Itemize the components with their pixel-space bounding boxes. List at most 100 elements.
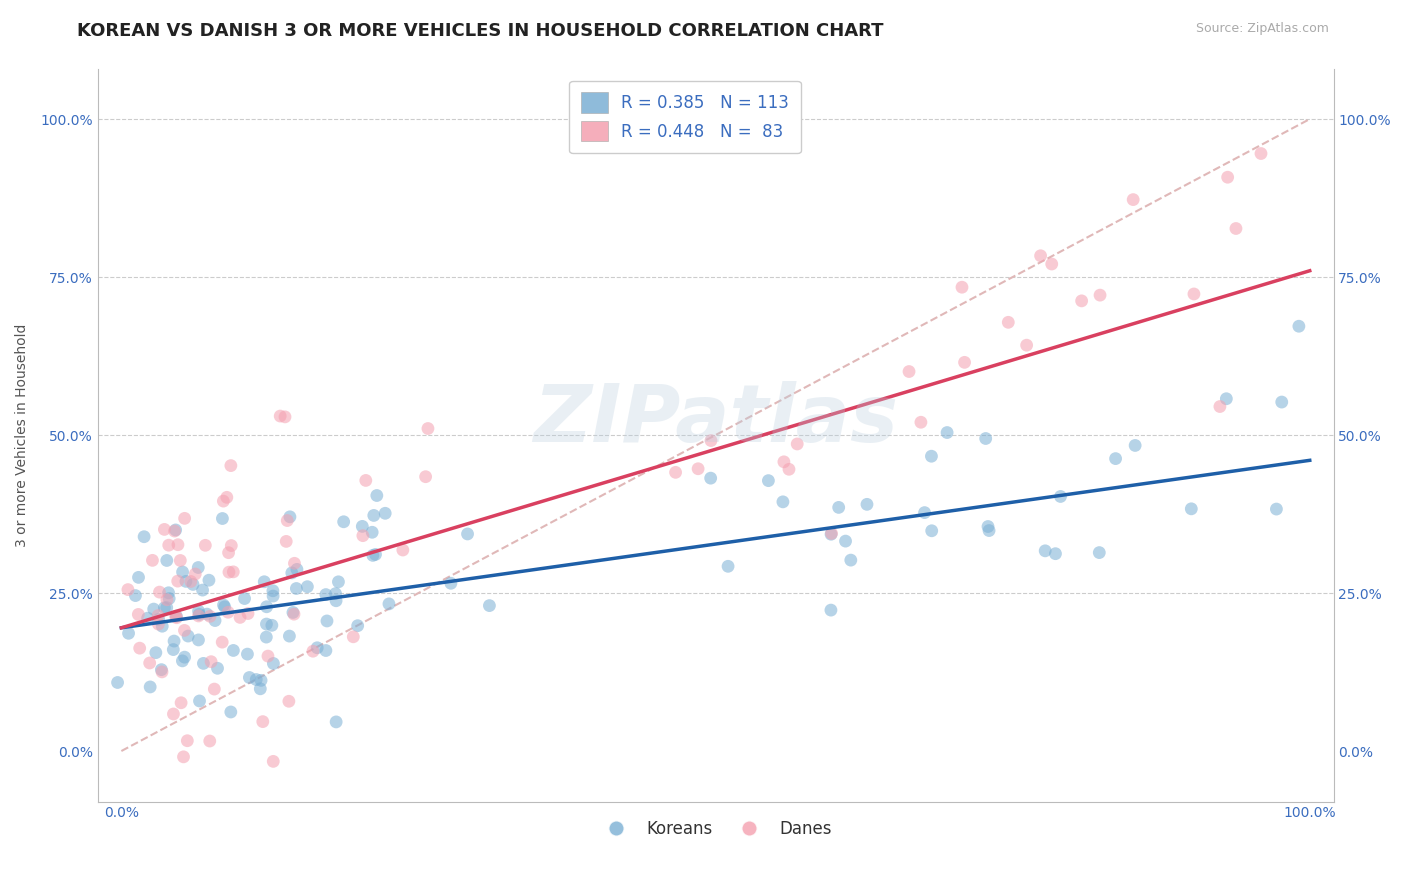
Point [188, 607, 211, 622]
Point [325, 593, 347, 607]
Point [184, 566, 207, 581]
Point [361, 549, 384, 563]
Point [307, 640, 329, 655]
Point [163, 524, 186, 538]
Point [1180, 501, 1202, 516]
Point [198, 609, 221, 624]
Point [276, 534, 298, 549]
Point [215, 491, 238, 505]
Point [219, 705, 242, 719]
Point [328, 574, 350, 589]
Point [148, 585, 170, 599]
Point [352, 529, 374, 543]
Point [1215, 392, 1237, 406]
Point [238, 671, 260, 685]
Point [717, 559, 740, 574]
Point [325, 714, 347, 729]
Point [181, 577, 204, 591]
Point [198, 573, 221, 587]
Point [173, 624, 195, 638]
Point [315, 588, 337, 602]
Point [132, 530, 155, 544]
Point [354, 474, 377, 488]
Text: ZIPatlas: ZIPatlas [533, 382, 898, 459]
Point [281, 566, 304, 580]
Point [1045, 547, 1067, 561]
Point [142, 602, 165, 616]
Point [157, 591, 180, 606]
Point [325, 587, 347, 601]
Point [254, 630, 277, 644]
Point [828, 500, 851, 515]
Point [1209, 400, 1232, 414]
Point [141, 553, 163, 567]
Point [1040, 257, 1063, 271]
Point [285, 582, 308, 596]
Point [229, 610, 252, 624]
Point [262, 755, 284, 769]
Point [1104, 451, 1126, 466]
Point [150, 663, 173, 677]
Y-axis label: 3 or more Vehicles in Household: 3 or more Vehicles in Household [15, 324, 30, 547]
Point [688, 462, 710, 476]
Point [172, 565, 194, 579]
Text: Source: ZipAtlas.com: Source: ZipAtlas.com [1195, 22, 1329, 36]
Point [156, 553, 179, 567]
Point [285, 562, 308, 576]
Point [187, 604, 209, 618]
Point [440, 576, 463, 591]
Point [478, 599, 501, 613]
Point [416, 421, 439, 435]
Point [218, 565, 240, 579]
Point [257, 649, 280, 664]
Point [174, 574, 197, 589]
Point [315, 643, 337, 657]
Point [910, 415, 932, 429]
Point [153, 600, 176, 615]
Point [187, 632, 209, 647]
Point [1088, 545, 1111, 559]
Point [193, 657, 215, 671]
Point [276, 514, 298, 528]
Point [1033, 544, 1056, 558]
Point [145, 646, 167, 660]
Point [921, 524, 943, 538]
Point [1123, 438, 1146, 452]
Point [204, 614, 226, 628]
Point [277, 694, 299, 708]
Point [278, 629, 301, 643]
Point [297, 580, 319, 594]
Point [211, 511, 233, 525]
Point [157, 538, 180, 552]
Point [699, 471, 721, 485]
Point [136, 611, 159, 625]
Point [107, 675, 129, 690]
Point [1225, 221, 1247, 235]
Point [128, 570, 150, 584]
Point [212, 598, 235, 612]
Point [262, 657, 284, 671]
Point [773, 455, 796, 469]
Point [236, 647, 259, 661]
Point [950, 280, 973, 294]
Point [153, 523, 176, 537]
Point [1288, 319, 1310, 334]
Point [834, 534, 856, 549]
Point [173, 650, 195, 665]
Point [236, 607, 259, 621]
Point [346, 618, 368, 632]
Point [352, 519, 374, 533]
Point [167, 538, 190, 552]
Point [361, 525, 384, 540]
Point [173, 511, 195, 525]
Point [180, 574, 202, 589]
Point [415, 469, 437, 483]
Point [166, 574, 188, 588]
Point [283, 607, 305, 622]
Point [914, 506, 936, 520]
Point [150, 619, 173, 633]
Point [1088, 288, 1111, 302]
Point [124, 589, 146, 603]
Point [139, 680, 162, 694]
Point [262, 583, 284, 598]
